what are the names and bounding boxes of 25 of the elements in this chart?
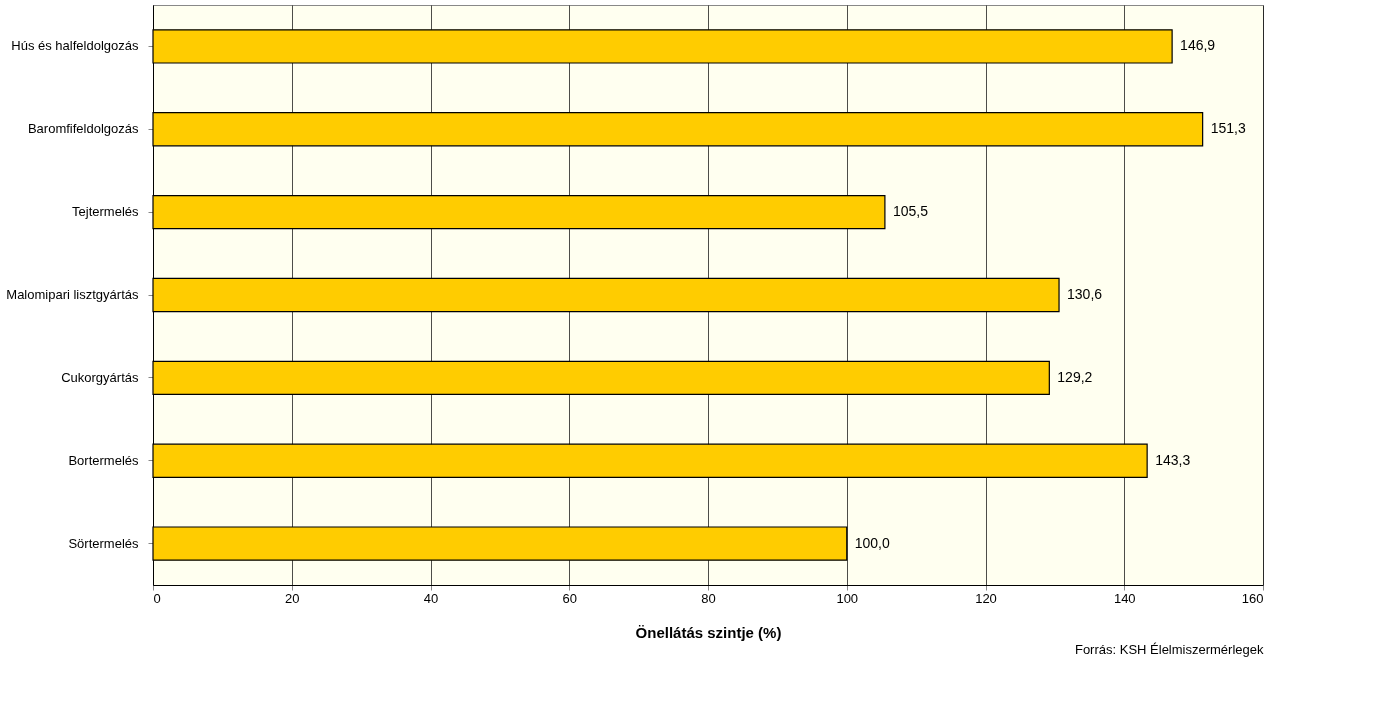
x-tick-label: 0 [153, 590, 161, 606]
x-tick-label: 20 [285, 590, 300, 606]
data-label: 151,3 [1210, 120, 1246, 137]
y-tick-label: Baromfifeldolgozás [27, 121, 139, 137]
y-tick-label: Bortermelés [68, 452, 139, 468]
data-label: 129,2 [1057, 368, 1093, 385]
x-tick-label: 140 [1113, 590, 1136, 606]
x-tick-label: 100 [836, 590, 859, 606]
data-label: 100,0 [854, 534, 890, 551]
text: Forrás: KSH Élelmiszermérlegek [1074, 642, 1264, 657]
x-tick-label: 40 [423, 590, 439, 606]
y-tick-label: Tejtermelés [72, 204, 139, 220]
x-axis-title: Önellátás szintje (%) [635, 623, 782, 641]
y-tick-label: Malomipari lisztgyártás [6, 287, 139, 302]
data-label: 143,3 [1155, 451, 1191, 468]
y-tick-label: Cukorgyártás [61, 369, 139, 385]
y-tick-label: Sörtermelés [68, 535, 139, 551]
data-label: 146,9 [1180, 37, 1216, 54]
x-tick-label: 120 [975, 590, 997, 606]
x-tick-label: 60 [562, 590, 577, 606]
y-tick-label: Hús és halfeldolgozás [11, 38, 139, 54]
x-tick-label: 160 [1241, 590, 1264, 606]
data-label: 105,5 [892, 203, 929, 220]
x-tick-label: 80 [701, 590, 716, 606]
data-label: 130,6 [1067, 286, 1103, 302]
